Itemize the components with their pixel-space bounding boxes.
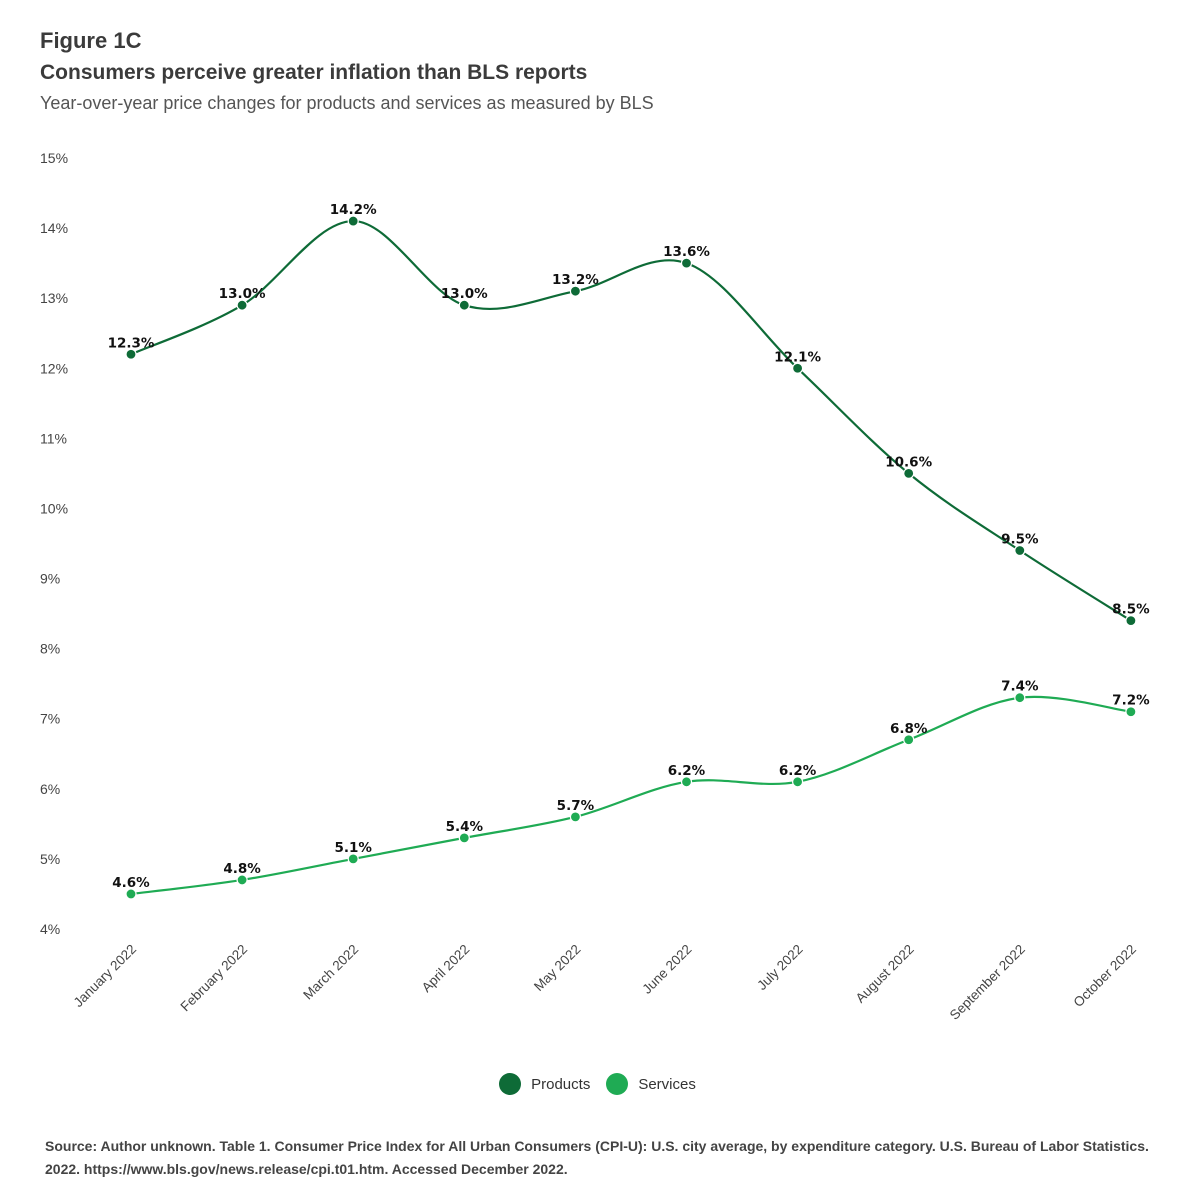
- y-tick-label: 14%: [40, 220, 68, 236]
- y-tick-label: 9%: [40, 571, 60, 587]
- services-point: [1125, 706, 1137, 718]
- products-data-label: 8.5%: [1112, 602, 1150, 618]
- x-tick-label: March 2022: [300, 942, 361, 1003]
- x-tick-label: February 2022: [178, 942, 251, 1015]
- figure-label: Figure 1C: [40, 28, 142, 53]
- services-data-label: 6.2%: [668, 763, 706, 779]
- services-point: [458, 832, 470, 844]
- products-data-label: 14.2%: [330, 202, 377, 218]
- y-tick-label: 5%: [40, 851, 60, 867]
- y-tick-label: 10%: [40, 500, 68, 516]
- services-series-line: [130, 695, 1132, 896]
- products-series-line: [130, 219, 1132, 622]
- products-data-label: 10.6%: [885, 454, 932, 470]
- products-point: [680, 257, 693, 269]
- services-point: [903, 734, 915, 746]
- products-data-label: 9.5%: [1001, 532, 1039, 548]
- services-point: [1014, 692, 1026, 704]
- y-tick-label: 11%: [40, 430, 67, 446]
- line-chart: 4% 5% 6% 7% 8% 9% 10% 11% 12% 13% 14% 15% January 20…: [40, 150, 1150, 1023]
- products-point: [903, 467, 915, 480]
- legend-products-label: Products: [531, 1075, 591, 1093]
- products-point: [125, 348, 137, 360]
- services-data-label: 5.7%: [557, 798, 595, 814]
- products-data-label: 12.3%: [108, 335, 155, 351]
- services-data-label: 6.8%: [890, 721, 928, 737]
- y-tick-label: 7%: [40, 711, 60, 727]
- services-data-label: 4.8%: [223, 861, 261, 877]
- products-data-label: 13.0%: [219, 286, 266, 302]
- chart-title: Consumers perceive greater inflation tha…: [40, 61, 588, 84]
- services-point: [569, 811, 582, 823]
- services-point: [680, 776, 693, 788]
- y-tick-label: 15%: [40, 150, 68, 166]
- services-data-label: 6.2%: [779, 763, 817, 779]
- x-tick-label: June 2022: [639, 942, 694, 997]
- products-data-label: 13.6%: [663, 244, 710, 260]
- products-point: [458, 299, 470, 311]
- y-tick-label: 8%: [40, 641, 60, 657]
- services-data-label: 7.2%: [1112, 693, 1150, 709]
- products-point: [791, 362, 804, 374]
- legend-products-swatch: [499, 1073, 522, 1095]
- products-data-label: 12.1%: [774, 349, 821, 365]
- products-point: [236, 299, 248, 311]
- services-point: [236, 874, 248, 886]
- chart-subtitle: Year-over-year price changes for product…: [40, 93, 654, 113]
- services-point: [347, 853, 359, 865]
- legend-services-label: Services: [638, 1075, 696, 1093]
- services-data-label: 5.1%: [334, 840, 372, 856]
- products-data-label: 13.2%: [552, 272, 599, 288]
- x-tick-label: July 2022: [754, 942, 805, 993]
- y-tick-label: 12%: [40, 360, 68, 376]
- products-point: [1014, 544, 1026, 557]
- x-tick-label: September 2022: [947, 942, 1028, 1023]
- x-tick-label: May 2022: [531, 942, 584, 995]
- services-point: [125, 888, 137, 900]
- services-point: [791, 776, 804, 788]
- source-note: Source: Author unknown. Table 1. Consume…: [45, 1138, 1149, 1177]
- chart-legend: Products Services: [0, 1073, 1195, 1095]
- products-point: [347, 215, 359, 227]
- products-point: [569, 285, 582, 297]
- y-tick-label: 6%: [40, 781, 60, 797]
- legend-item-products[interactable]: Products: [499, 1073, 590, 1095]
- products-point: [1125, 614, 1137, 627]
- services-data-label: 5.4%: [446, 819, 484, 835]
- x-tick-label: April 2022: [419, 942, 473, 996]
- products-data-label: 13.0%: [441, 286, 488, 302]
- y-tick-label: 4%: [40, 921, 60, 937]
- x-tick-label: October 2022: [1071, 942, 1139, 1010]
- services-data-label: 4.6%: [112, 875, 150, 891]
- legend-services-swatch: [606, 1073, 629, 1095]
- services-data-label: 7.4%: [1001, 679, 1039, 695]
- y-tick-label: 13%: [40, 290, 68, 306]
- x-tick-label: August 2022: [853, 942, 917, 1006]
- legend-item-services[interactable]: Services: [606, 1073, 696, 1095]
- x-tick-label: January 2022: [71, 942, 139, 1010]
